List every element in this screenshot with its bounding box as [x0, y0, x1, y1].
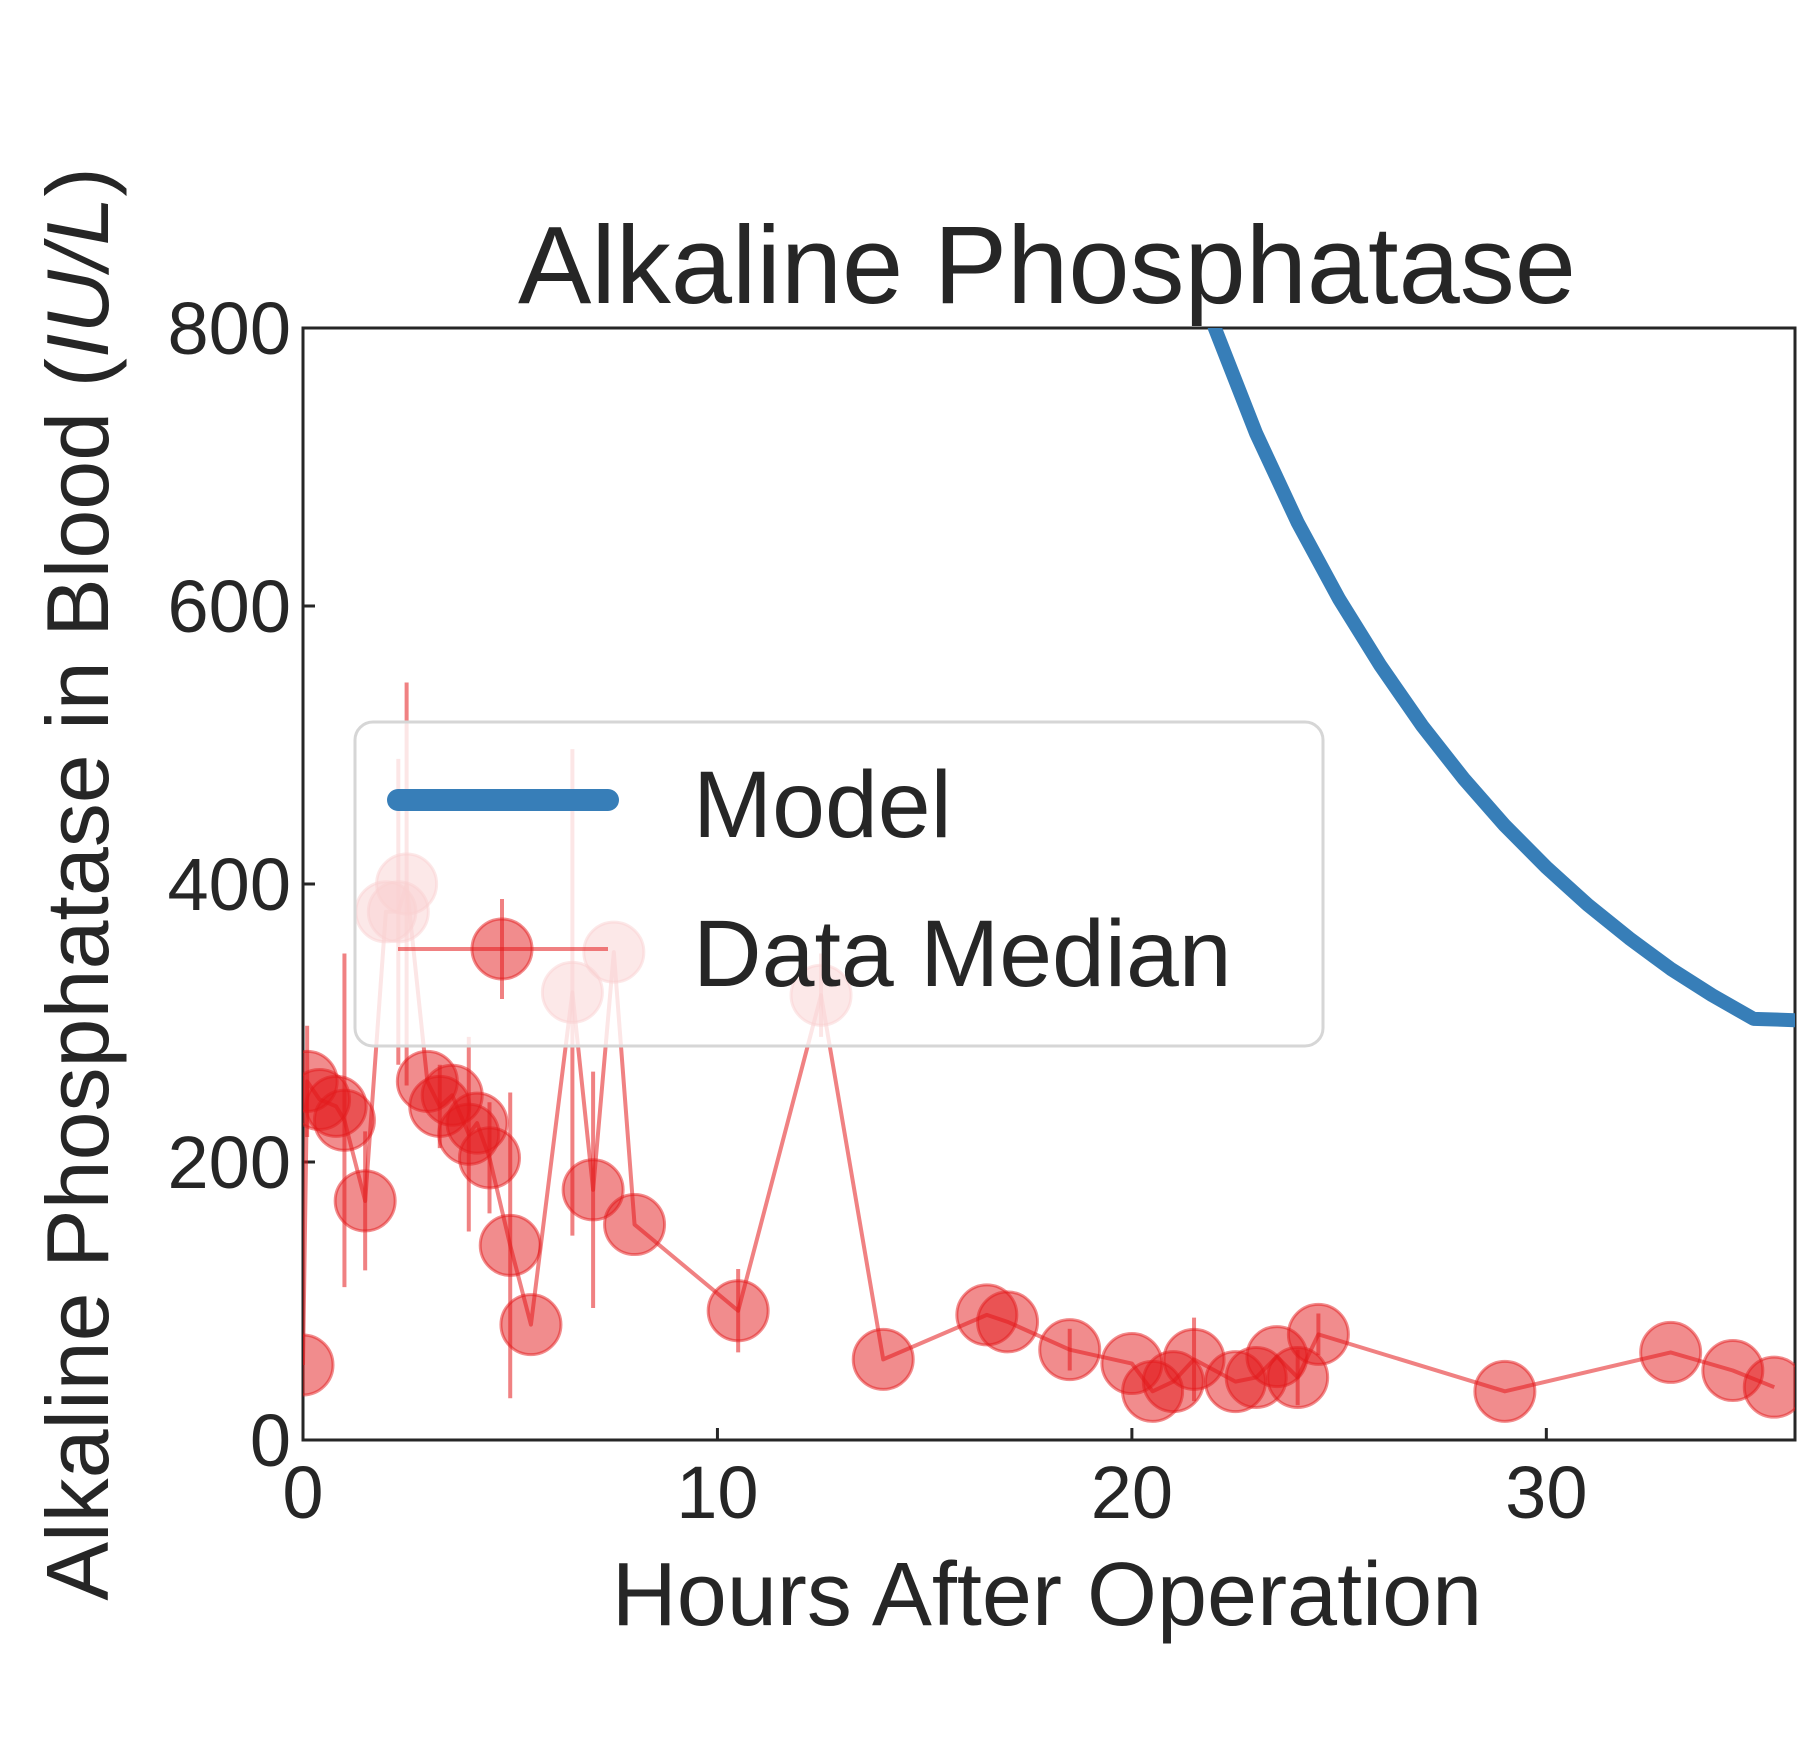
- y-tick-label: 600: [168, 565, 291, 648]
- data-median-point: [478, 1213, 542, 1277]
- data-layer: [303, 328, 1795, 1423]
- legend-model-label: Model: [693, 752, 952, 858]
- model-series: [1207, 328, 1795, 1028]
- data-median-point: [303, 1333, 335, 1397]
- data-median-series: [303, 682, 1795, 1423]
- legend: Model Data Median: [353, 720, 1325, 1048]
- data-median-point: [333, 1169, 397, 1233]
- model-line: [1207, 328, 1795, 1028]
- chart-title: Alkaline Phosphatase: [518, 204, 1576, 327]
- x-tick-label: 0: [282, 1451, 323, 1534]
- x-tick-label: 10: [676, 1451, 758, 1534]
- x-tick-label: 30: [1505, 1451, 1587, 1534]
- legend-data-marker: [470, 917, 534, 981]
- data-median-point: [499, 1293, 563, 1357]
- y-axis-label-unit: IU/L: [28, 197, 127, 358]
- data-median-point: [312, 1088, 376, 1152]
- data-median-point: [1639, 1320, 1703, 1384]
- data-median-point: [851, 1327, 915, 1391]
- x-tick-label: 20: [1091, 1451, 1173, 1534]
- y-tick-label: 400: [168, 843, 291, 926]
- y-tick-label: 200: [168, 1121, 291, 1204]
- data-median-point: [706, 1279, 770, 1343]
- data-median-point: [1038, 1318, 1102, 1382]
- data-median-point: [1742, 1355, 1795, 1419]
- y-axis-label-prefix: Alkaline Phosphatase in Blood (: [28, 358, 127, 1601]
- x-axis-label: Hours After Operation: [612, 1545, 1482, 1645]
- data-median-point: [1473, 1359, 1537, 1423]
- y-axis-label: Alkaline Phosphatase in Blood (IU/L): [28, 167, 127, 1600]
- data-median-point: [603, 1193, 667, 1257]
- y-tick-label: 0: [250, 1399, 291, 1482]
- data-median-point: [976, 1290, 1040, 1354]
- legend-data-label: Data Median: [693, 901, 1232, 1007]
- data-median-point: [1286, 1302, 1350, 1366]
- y-tick-label: 800: [168, 287, 291, 370]
- y-axis-label-suffix: ): [28, 167, 127, 196]
- y-axis-ticks: 0 200 400 600 800: [168, 287, 315, 1482]
- x-axis-ticks: 0 10 20 30: [282, 1428, 1587, 1534]
- data-median-point: [458, 1126, 521, 1190]
- data-median-point: [561, 1158, 625, 1222]
